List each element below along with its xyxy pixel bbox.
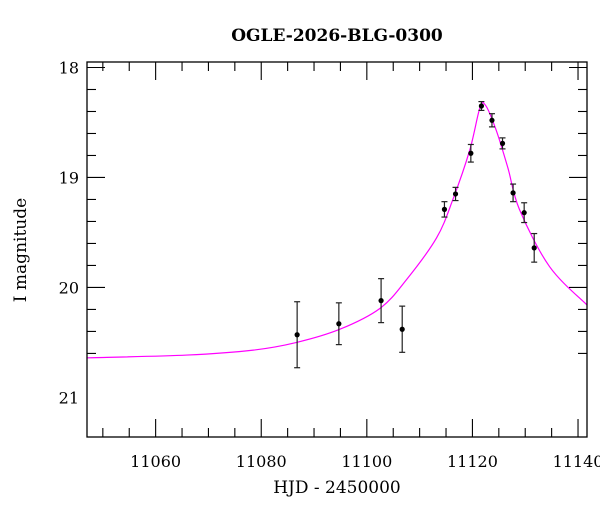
tick-labels: 11060 11080 11100 11120 11140 18 19 20 21 bbox=[59, 58, 600, 471]
y-tick-label: 19 bbox=[59, 168, 79, 187]
data-point bbox=[467, 143, 474, 163]
point-marker bbox=[489, 117, 495, 123]
point-marker bbox=[478, 103, 485, 109]
point-marker bbox=[336, 321, 342, 327]
point-marker bbox=[378, 298, 384, 304]
point-marker bbox=[499, 140, 506, 146]
chart-title: OGLE-2026-BLG-0300 bbox=[231, 26, 443, 46]
point-marker bbox=[294, 332, 300, 338]
data-point bbox=[399, 305, 406, 353]
x-tick-label: 11100 bbox=[341, 452, 392, 471]
x-tick-label: 11060 bbox=[130, 452, 181, 471]
x-tick-label: 11080 bbox=[236, 452, 287, 471]
point-marker bbox=[468, 150, 474, 156]
plot-frame bbox=[86, 61, 588, 438]
x-tick-label: 11140 bbox=[553, 452, 600, 471]
point-marker bbox=[452, 191, 459, 197]
y-axis-label: I magnitude bbox=[11, 198, 31, 302]
y-tick-label: 21 bbox=[59, 388, 79, 407]
y-tick-label: 20 bbox=[59, 278, 79, 297]
data-point bbox=[510, 183, 517, 203]
data-point bbox=[488, 113, 495, 128]
point-marker bbox=[399, 326, 405, 332]
x-tick-label: 11120 bbox=[447, 452, 498, 471]
point-marker bbox=[441, 206, 448, 212]
y-tick-label: 18 bbox=[59, 58, 79, 77]
plot-area bbox=[86, 100, 588, 369]
data-point bbox=[521, 202, 528, 224]
x-axis-label: HJD - 2450000 bbox=[273, 478, 401, 498]
model-curve bbox=[86, 102, 588, 359]
data-point bbox=[294, 301, 301, 369]
data-point bbox=[452, 186, 459, 202]
point-marker bbox=[531, 245, 537, 251]
data-point bbox=[531, 232, 538, 263]
axis-ticks bbox=[87, 62, 587, 437]
point-marker bbox=[521, 210, 527, 216]
data-point bbox=[378, 278, 385, 324]
data-point bbox=[499, 137, 506, 150]
data-point bbox=[441, 201, 448, 218]
data-point bbox=[335, 302, 342, 346]
data-point bbox=[478, 100, 485, 111]
point-marker bbox=[510, 190, 516, 196]
